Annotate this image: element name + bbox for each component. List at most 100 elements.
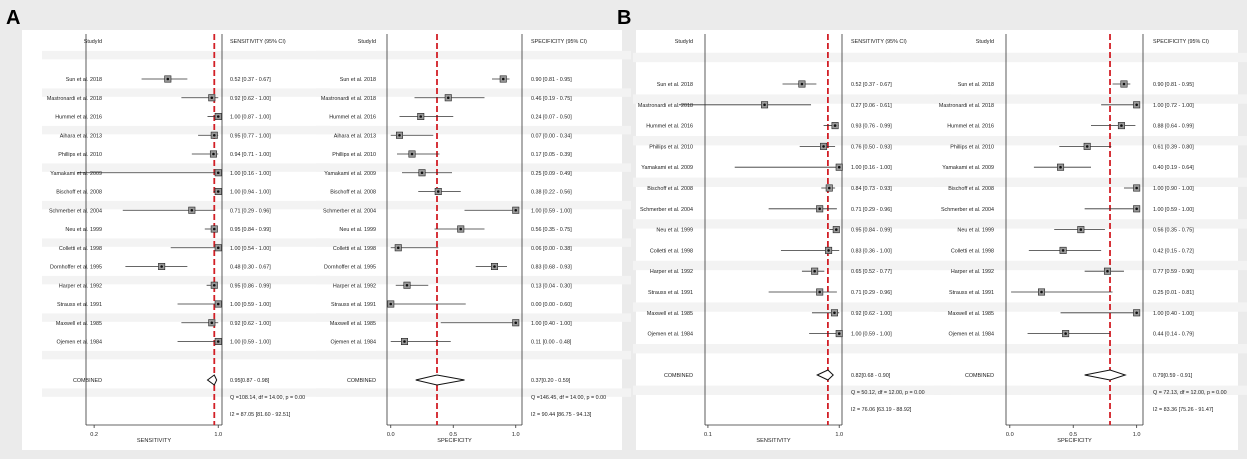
- study-point: [210, 96, 214, 100]
- study-ci-text: 1.00 [0.94 - 1.00]: [230, 190, 271, 196]
- study-ci-text: 0.24 [0.07 - 0.50]: [531, 115, 572, 121]
- study-name: Sun et al. 2018: [657, 82, 693, 88]
- heterogeneity-q-text: Q =108.14, df = 14.00, p = 0.00: [230, 395, 305, 401]
- study-name: Aihara et al. 2013: [334, 133, 376, 139]
- study-point: [212, 152, 215, 156]
- study-ci-text: 0.17 [0.05 - 0.39]: [531, 152, 572, 158]
- study-point: [166, 77, 170, 81]
- study-name: Colletti et al. 1998: [650, 248, 693, 254]
- study-ci-text: 0.40 [0.19 - 0.64]: [1153, 165, 1194, 171]
- row-band: [316, 125, 631, 135]
- study-point: [833, 124, 837, 127]
- study-name: Ojemen et al. 1984: [56, 340, 102, 346]
- row-band: [934, 302, 1247, 312]
- combined-diamond: [1084, 369, 1127, 381]
- study-ci-text: 0.61 [0.39 - 0.80]: [1153, 144, 1194, 150]
- study-point: [813, 269, 816, 273]
- row-band: [633, 260, 951, 271]
- study-ci-text: 0.71 [0.29 - 0.96]: [851, 290, 892, 296]
- study-name: Neu et al. 1999: [65, 227, 102, 233]
- study-point: [827, 186, 831, 190]
- study-point: [763, 103, 766, 107]
- study-name: Hummel et al. 2016: [329, 115, 376, 121]
- row-band: [633, 177, 951, 187]
- study-ci-text: 1.00 [0.59 - 1.00]: [851, 332, 892, 338]
- study-name: Bischoff et al. 2008: [56, 190, 102, 196]
- study-name: Harper et al. 1992: [951, 269, 994, 275]
- study-point: [837, 332, 841, 335]
- study-name: Schmerber et al. 2004: [640, 207, 693, 213]
- study-ci-text: 0.95 [0.84 - 0.99]: [230, 227, 271, 233]
- study-name: Phillips et al. 2010: [649, 144, 693, 150]
- row-band: [934, 136, 1247, 146]
- study-ci-text: 0.93 [0.76 - 0.99]: [851, 124, 892, 130]
- study-ci-text: 1.00 [0.59 - 1.00]: [230, 302, 271, 308]
- study-ci-text: 0.52 [0.37 - 0.67]: [230, 77, 271, 83]
- combined-diamond: [415, 374, 465, 386]
- studyid-header: StudyId: [84, 39, 102, 45]
- forest-plot-b-sensitivity: StudyId SENSITIVITY (95% CI) Sun et al. 20…: [633, 34, 951, 444]
- row-band: [316, 50, 631, 60]
- study-ci-text: 0.13 [0.04 - 0.30]: [531, 283, 572, 289]
- study-point: [398, 133, 401, 137]
- ci-header: SPECIFICITY (95% CI): [1153, 39, 1209, 45]
- study-name: Phillips et al. 2010: [58, 152, 102, 158]
- study-name: Mastronardi et al. 2018: [47, 96, 102, 102]
- study-ci-text: 1.00 [0.59 - 1.00]: [1153, 207, 1194, 213]
- study-name: Yamakami et al. 2009: [942, 165, 994, 171]
- study-point: [1135, 311, 1138, 315]
- ci-header: SENSITIVITY (95% CI): [851, 39, 907, 45]
- row-band: [42, 88, 330, 97]
- heterogeneity-q-text: Q = 72.13, df = 12.00, p = 0.00: [1153, 390, 1227, 396]
- study-ci-text: 0.83 [0.36 - 1.00]: [851, 248, 892, 254]
- heterogeneity-q-text: Q = 50.12, df = 12.00, p = 0.00: [851, 390, 925, 396]
- study-point: [216, 340, 220, 343]
- study-point: [1061, 249, 1065, 252]
- study-point: [410, 152, 414, 156]
- studyid-header: StudyId: [358, 39, 376, 45]
- study-ci-text: 0.44 [0.14 - 0.79]: [1153, 332, 1194, 338]
- row-band: [934, 219, 1247, 229]
- x-tick-label: 1.0: [214, 432, 222, 438]
- row-band: [633, 219, 951, 229]
- study-point: [1079, 228, 1083, 231]
- forest-plot-a-specificity: StudyId SPECIFICITY (95% CI) Sun et al. 20…: [316, 34, 631, 444]
- study-ci-text: 0.25 [0.01 - 0.81]: [1153, 290, 1194, 296]
- study-name: Sun et al. 2018: [958, 82, 994, 88]
- study-name: Aihara et al. 2013: [60, 133, 102, 139]
- study-ci-text: 1.00 [0.16 - 1.00]: [851, 165, 892, 171]
- study-point: [1064, 332, 1067, 335]
- study-name: Hummel et al. 2016: [646, 124, 693, 130]
- x-tick-label: 0.0: [387, 432, 395, 438]
- study-ci-text: 0.56 [0.35 - 0.75]: [531, 227, 572, 233]
- row-band: [633, 385, 951, 395]
- row-band: [934, 177, 1247, 187]
- row-band: [316, 388, 631, 397]
- x-tick-label: 0.5: [449, 432, 457, 438]
- study-name: Neu et al. 1999: [339, 227, 376, 233]
- x-tick-label: 1.0: [512, 432, 520, 438]
- combined-diamond: [206, 374, 218, 386]
- study-point: [1135, 103, 1138, 107]
- study-ci-text: 1.00 [0.40 - 1.00]: [531, 321, 572, 327]
- study-name: Colletti et al. 1998: [951, 248, 994, 254]
- study-point: [1085, 145, 1089, 148]
- combined-ci-text: 0.82[0.68 - 0.90]: [851, 373, 891, 379]
- row-band: [42, 200, 330, 210]
- x-tick-label: 0.0: [1006, 432, 1014, 438]
- row-band: [316, 350, 631, 360]
- study-point: [216, 190, 220, 193]
- study-point: [1120, 124, 1123, 127]
- study-name: Strauss et al. 1991: [648, 290, 693, 296]
- x-axis-title: SENSITIVITY: [756, 438, 790, 444]
- combined-ci-text: 0.79[0.59 - 0.91]: [1153, 373, 1193, 379]
- study-name: Maxwell et al. 1985: [647, 311, 693, 317]
- x-tick-label: 0.5: [1069, 432, 1077, 438]
- study-name: Hummel et al. 2016: [55, 115, 102, 121]
- x-tick-label: 0.1: [704, 432, 712, 438]
- study-ci-text: 0.38 [0.22 - 0.56]: [531, 190, 572, 196]
- study-ci-text: 0.06 [0.00 - 0.38]: [531, 246, 572, 252]
- study-name: Phillips et al. 2010: [332, 152, 376, 158]
- row-band: [934, 344, 1247, 354]
